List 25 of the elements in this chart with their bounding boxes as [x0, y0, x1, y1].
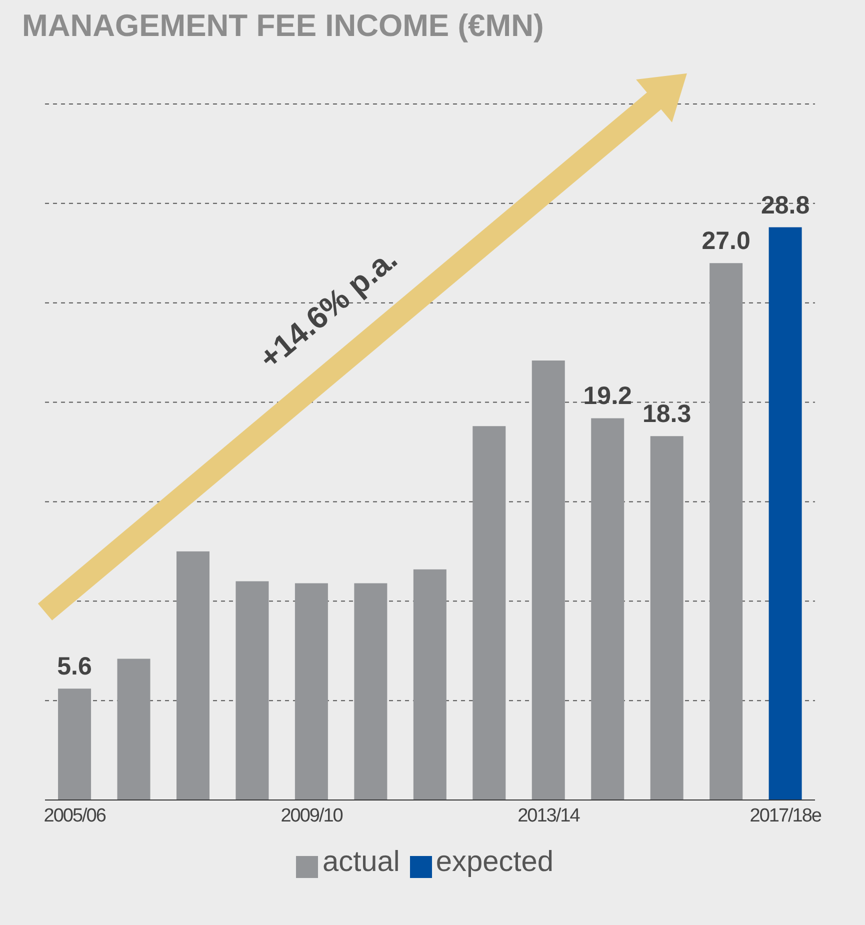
bar [532, 360, 565, 800]
chart-title: MANAGEMENT FEE INCOME (€MN) [22, 8, 544, 44]
x-tick-label: 2013/14 [518, 805, 581, 826]
bar [591, 418, 624, 800]
x-tick-label: 2005/06 [44, 805, 106, 826]
x-tick-label: 2009/10 [280, 805, 343, 826]
bar [236, 581, 269, 800]
bar [413, 569, 446, 800]
bar [768, 227, 802, 800]
bar [58, 688, 92, 800]
data-label: 19.2 [583, 382, 632, 410]
bar [354, 583, 388, 800]
legend-label: actual [322, 846, 400, 878]
data-label: 18.3 [642, 400, 692, 428]
bar [650, 436, 684, 800]
data-label: 27.0 [702, 227, 750, 256]
bar [710, 263, 743, 800]
legend-label: expected [436, 846, 554, 878]
bar [117, 658, 150, 800]
x-tick-label: 2017/18e [750, 805, 822, 826]
data-label: 28.8 [760, 191, 810, 220]
bar [472, 426, 506, 800]
bar [294, 583, 328, 800]
bar [176, 551, 210, 800]
data-label: 5.6 [57, 652, 92, 681]
